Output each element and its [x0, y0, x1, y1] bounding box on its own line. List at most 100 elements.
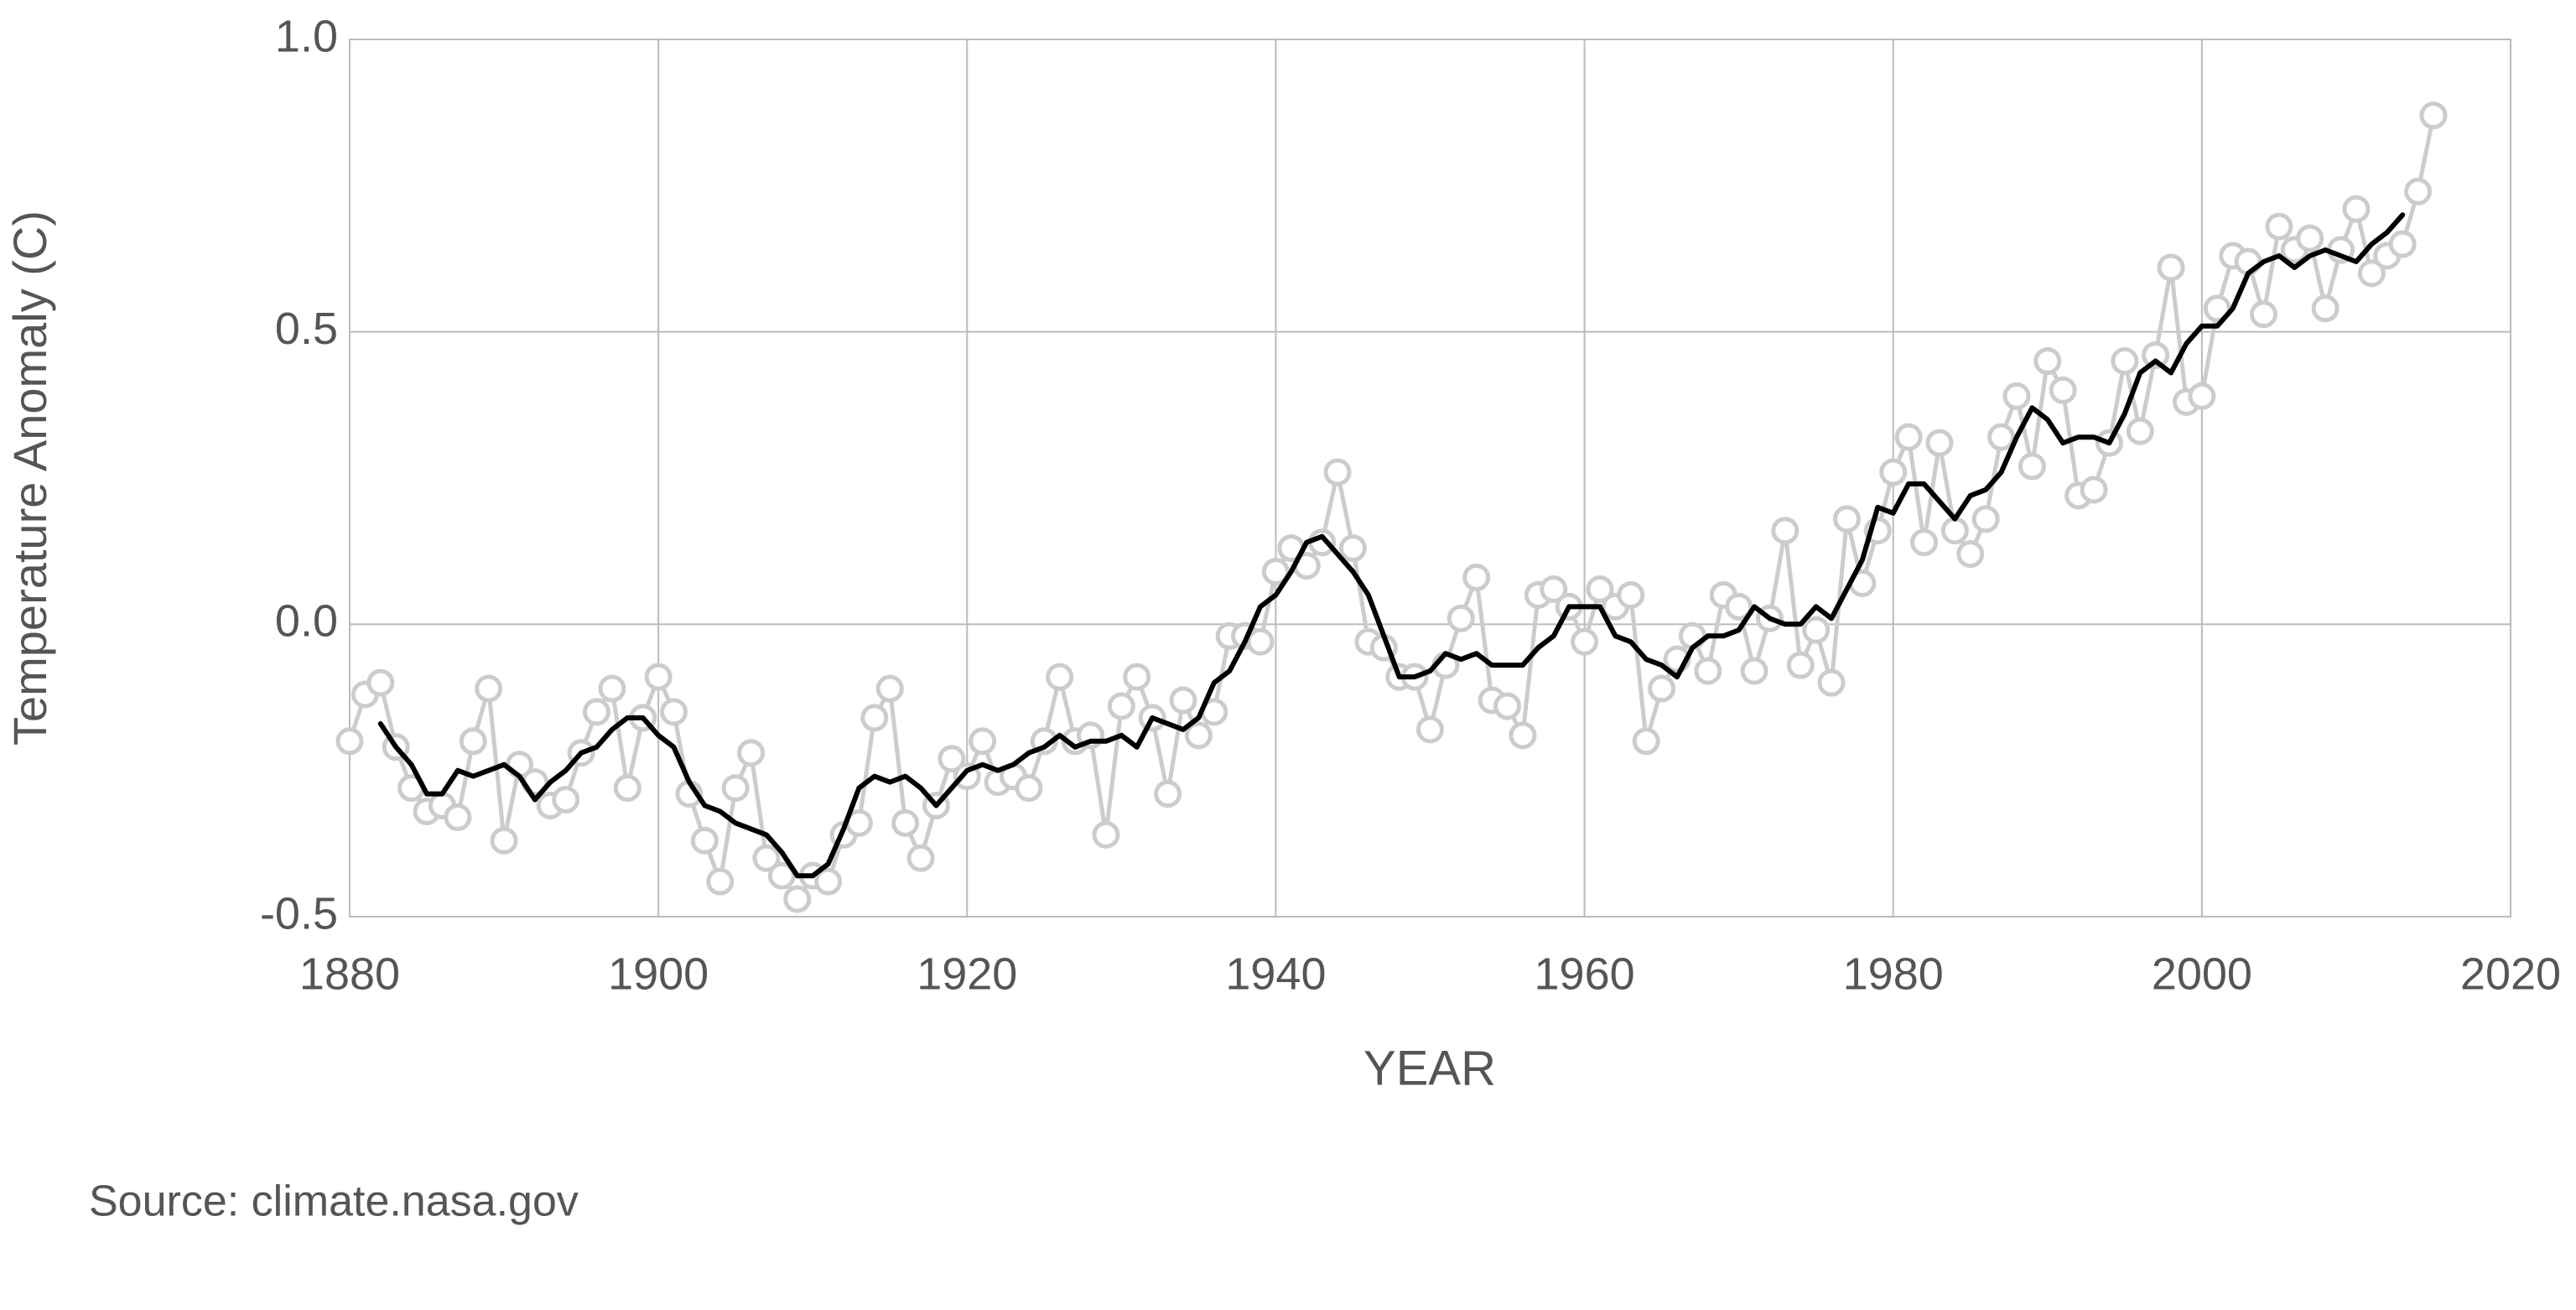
- data-point: [875, 674, 904, 703]
- y-tick-label: 0.5: [275, 304, 338, 354]
- data-point: [1740, 657, 1768, 685]
- data-point: [1416, 715, 1444, 744]
- data-point: [1802, 616, 1831, 644]
- data-point: [1261, 558, 1290, 586]
- data-point: [1771, 517, 1800, 545]
- data-point: [1925, 429, 1954, 457]
- data-point: [2203, 294, 2231, 323]
- mean-line: [377, 212, 2406, 879]
- data-point: [1092, 820, 1120, 849]
- x-tick-label: 1880: [299, 949, 400, 999]
- data-point: [1169, 686, 1197, 715]
- data-point: [1879, 458, 1908, 486]
- data-point: [906, 844, 935, 872]
- data-point: [767, 861, 796, 890]
- data-point: [1338, 534, 1367, 563]
- data-point: [335, 727, 364, 756]
- data-point: [690, 826, 719, 855]
- data-point: [2388, 230, 2417, 258]
- y-axis-label: Temperature Anomaly (C): [3, 211, 56, 746]
- data-point: [1107, 692, 1135, 720]
- data-point: [969, 727, 997, 756]
- data-point: [475, 674, 503, 703]
- plot-frame: [349, 39, 2511, 918]
- data-point: [814, 867, 843, 896]
- data-point: [1540, 574, 1568, 603]
- x-tick-label: 1940: [1225, 949, 1326, 999]
- x-tick-label: 2000: [2152, 949, 2252, 999]
- data-point: [1956, 540, 1985, 569]
- data-point: [2311, 294, 2340, 323]
- data-point: [490, 826, 518, 855]
- data-point: [2002, 382, 2031, 410]
- data-point: [1894, 423, 1923, 451]
- data-point: [2404, 177, 2433, 205]
- data-point: [1509, 721, 1537, 750]
- x-tick-label: 1920: [917, 949, 1017, 999]
- data-point: [2049, 376, 2077, 404]
- source-note: Source: climate.nasa.gov: [89, 1177, 579, 1226]
- data-point: [459, 727, 487, 756]
- data-point: [1571, 627, 1599, 656]
- data-point: [1184, 721, 1213, 750]
- data-point: [1046, 663, 1074, 691]
- data-point: [1832, 505, 1861, 533]
- data-point: [366, 668, 395, 697]
- data-point: [598, 674, 626, 703]
- data-point: [737, 739, 766, 767]
- data-point: [937, 745, 966, 773]
- y-tick-label: 0.0: [275, 596, 338, 647]
- data-point: [1586, 574, 1614, 603]
- data-point: [2265, 212, 2293, 241]
- data-point: [1940, 517, 1969, 545]
- data-point: [2033, 347, 2062, 376]
- data-point: [783, 885, 812, 913]
- data-point: [2080, 476, 2108, 504]
- data-point: [2249, 300, 2277, 329]
- data-point: [1786, 651, 1815, 679]
- data-point: [613, 774, 641, 803]
- data-point: [2111, 347, 2139, 376]
- x-axis-label: YEAR: [1363, 1041, 1496, 1095]
- data-point: [1015, 774, 1043, 803]
- data-point: [1617, 580, 1645, 609]
- grid: [349, 39, 2511, 918]
- data-point: [644, 663, 673, 691]
- data-point: [660, 698, 688, 726]
- y-tick-label: 1.0: [275, 11, 338, 61]
- data-point: [706, 867, 735, 896]
- data-point: [1323, 458, 1352, 486]
- data-point: [1971, 505, 2000, 533]
- data-point: [752, 844, 781, 872]
- data-point: [444, 803, 472, 831]
- data-point: [2142, 341, 2170, 370]
- data-point: [1493, 692, 1522, 720]
- data-point: [860, 704, 889, 732]
- data-point: [1817, 668, 1846, 697]
- data-point: [2357, 259, 2386, 288]
- data-point: [1694, 657, 1722, 685]
- data-point: [1910, 528, 1939, 557]
- data-point: [2157, 253, 2185, 282]
- marks: [335, 101, 2448, 913]
- x-tick-label: 1900: [608, 949, 709, 999]
- data-point: [1632, 727, 1660, 756]
- data-point: [2419, 101, 2448, 130]
- data-point: [2296, 224, 2324, 252]
- data-point: [721, 774, 750, 803]
- data-point: [1725, 592, 1753, 621]
- data-point: [2342, 195, 2371, 223]
- data-point: [1648, 674, 1676, 703]
- x-tick-label: 1980: [1843, 949, 1944, 999]
- data-point: [2126, 417, 2154, 445]
- annual-line: [347, 113, 2436, 902]
- data-point: [1246, 627, 1275, 656]
- data-point: [2018, 452, 2046, 481]
- data-point: [1987, 423, 2016, 451]
- data-point: [891, 808, 920, 837]
- data-point: [1123, 663, 1151, 691]
- data-point: [583, 698, 611, 726]
- data-point: [552, 786, 580, 814]
- x-tick-label: 1960: [1535, 949, 1635, 999]
